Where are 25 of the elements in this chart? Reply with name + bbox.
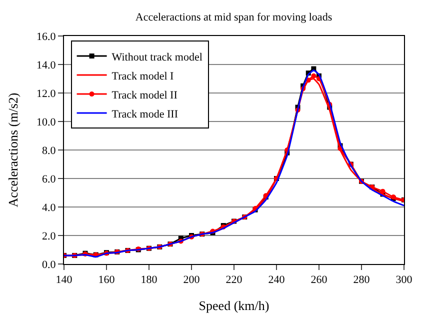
x-tick-label: 200: [183, 274, 200, 286]
x-tick-label: 240: [268, 274, 286, 286]
x-tick-label: 260: [310, 274, 328, 286]
legend-label: Track model I: [112, 70, 174, 82]
y-tick-label: 8.0: [42, 144, 56, 157]
y-tick-label: 16.0: [36, 30, 56, 43]
x-tick-label: 220: [226, 274, 243, 286]
x-tick-label: 160: [98, 274, 116, 286]
legend-label: Track model II: [112, 89, 178, 102]
x-tick-label: 300: [396, 274, 413, 286]
legend-label: Track mode III: [112, 108, 178, 120]
x-axis-title: Speed (km/h): [198, 298, 270, 313]
y-tick-label: 4.0: [42, 202, 56, 214]
x-tick-label: 280: [353, 274, 370, 286]
x-tick-label: 140: [56, 274, 73, 286]
chart-title: Acceleractions at mid span for moving loads: [135, 12, 332, 24]
x-tick-label: 180: [140, 274, 158, 286]
y-tick-label: 12.0: [36, 88, 56, 100]
y-tick-label: 14.0: [36, 59, 56, 72]
y-tick-label: 6.0: [42, 173, 56, 186]
y-axis-title: Acceleractions (m/s2): [6, 92, 20, 208]
y-tick-label: 10.0: [36, 116, 56, 128]
y-tick-label: 0.0: [42, 258, 56, 271]
legend-label: Without track model: [112, 51, 202, 64]
y-tick-label: 2.0: [42, 230, 56, 242]
